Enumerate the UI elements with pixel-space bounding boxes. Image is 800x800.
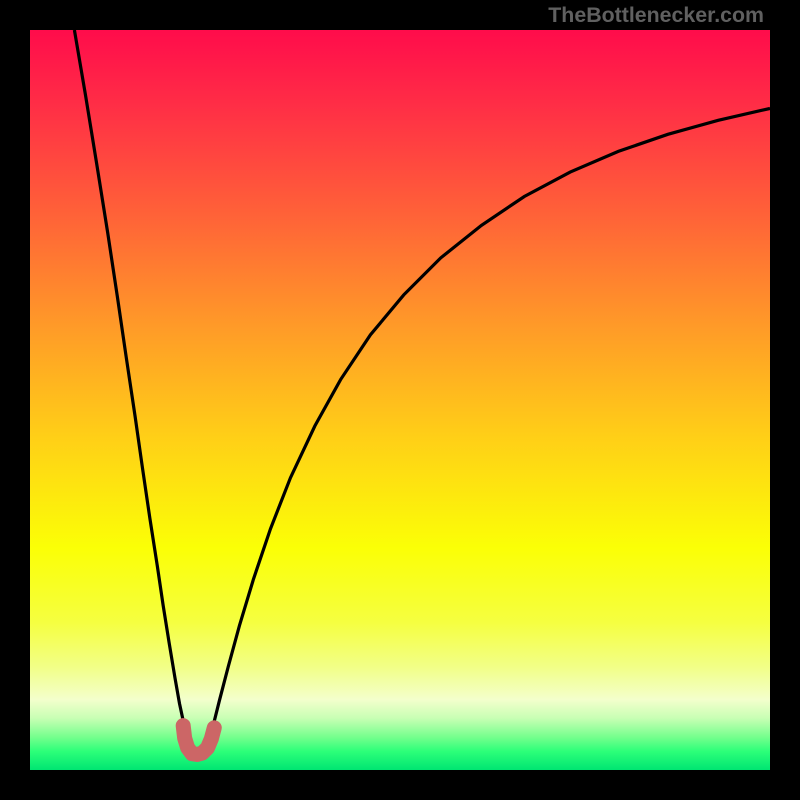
watermark-text: TheBottlenecker.com: [548, 3, 764, 28]
plot-svg: [30, 30, 770, 770]
plot-area: [30, 30, 770, 770]
gradient-background: [30, 30, 770, 770]
chart-container: TheBottlenecker.com: [0, 0, 800, 800]
